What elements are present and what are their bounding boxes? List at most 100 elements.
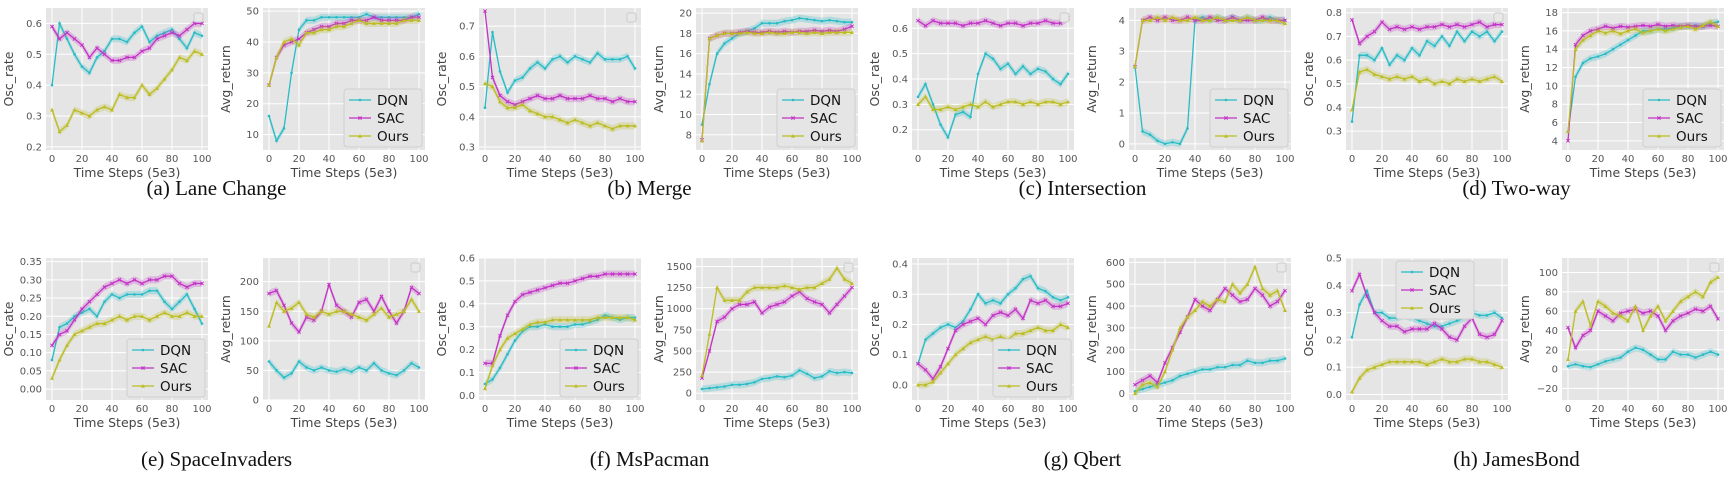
y-tick-label: 18 (679, 29, 692, 40)
data-point (117, 314, 122, 318)
data-point (850, 371, 854, 375)
y-axis-label: Osc_rate (1, 51, 16, 106)
data-point (1463, 39, 1466, 43)
data-point (1626, 318, 1630, 323)
data-point (850, 30, 854, 34)
data-point (1596, 299, 1600, 304)
data-point (95, 292, 99, 297)
x-tick-label: 100 (625, 154, 644, 165)
x-tick-label: 40 (1189, 404, 1202, 415)
data-point (1432, 81, 1437, 86)
data-point (1581, 61, 1585, 65)
data-point (1649, 353, 1652, 356)
data-point (991, 313, 995, 318)
data-point (1155, 15, 1160, 19)
data-point (1708, 19, 1713, 24)
data-point (200, 314, 204, 318)
data-point (1500, 316, 1504, 320)
x-tick-label: 20 (942, 404, 955, 415)
legend-entry-ours: Ours (349, 129, 409, 145)
data-point (133, 293, 136, 296)
data-point (1028, 298, 1033, 303)
data-point (1574, 362, 1577, 366)
data-point (1618, 24, 1623, 29)
data-point (327, 369, 331, 372)
data-point (50, 107, 54, 112)
data-point (961, 110, 965, 114)
x-tick-label: 60 (1002, 404, 1015, 415)
legend-box-empty (1276, 262, 1287, 273)
data-point (1208, 368, 1212, 371)
x-tick-label: 40 (323, 404, 336, 415)
y-axis-label: Osc_rate (1301, 51, 1316, 106)
data-point (923, 94, 928, 99)
confidence-band (918, 14, 1068, 30)
data-point (1029, 274, 1032, 278)
data-point (850, 20, 854, 24)
legend-marker (1410, 306, 1414, 310)
y-tick-label: 0.25 (20, 294, 42, 305)
data-point (1432, 321, 1437, 326)
x-tick-label: 0 (1132, 154, 1138, 165)
data-point (976, 104, 980, 109)
data-point (95, 107, 99, 112)
legend-entry-ours: Ours (1401, 301, 1461, 317)
data-point (1380, 311, 1384, 314)
data-point (931, 18, 935, 23)
data-point (342, 15, 346, 19)
x-tick-label: 0 (699, 154, 705, 165)
data-point (320, 366, 323, 369)
x-tick-label: 20 (293, 154, 306, 165)
data-point (1066, 325, 1070, 330)
data-point (334, 303, 339, 308)
legend-label: DQN (377, 93, 408, 109)
data-point (380, 369, 383, 372)
data-point (528, 67, 532, 70)
data-point (1671, 350, 1675, 354)
data-point (1462, 79, 1467, 83)
data-point (752, 285, 757, 290)
legend-marker (1410, 270, 1414, 274)
data-point (581, 323, 584, 326)
x-tick-label: 40 (539, 154, 552, 165)
legend-entry-sac: SAC (782, 111, 837, 127)
legend: DQN SAC Ours (343, 88, 423, 148)
legend-label: SAC (1026, 361, 1053, 377)
data-point (1425, 322, 1429, 325)
data-point (1387, 359, 1392, 364)
data-point (813, 376, 816, 380)
x-tick-label: 80 (1466, 154, 1479, 165)
data-point (267, 114, 271, 118)
data-point (820, 375, 824, 378)
data-point (1395, 359, 1399, 364)
data-point (1581, 33, 1585, 38)
data-point (312, 30, 316, 35)
y-tick-label: 0.5 (892, 49, 908, 60)
data-point (387, 372, 391, 375)
data-point (125, 281, 129, 286)
data-point (588, 317, 592, 322)
data-point (289, 36, 294, 41)
legend: DQN SAC Ours (992, 338, 1072, 398)
legend-box-empty (843, 262, 854, 273)
data-point (498, 347, 502, 352)
data-point (1440, 22, 1444, 27)
y-tick-label: 0.35 (20, 257, 42, 268)
y-tick-label: 30 (246, 68, 259, 79)
subplot-16: 0 20 40 60 80 100 −20 0 20 40 60 80 100 Time Steps (5… (1516, 250, 1732, 430)
x-tick-label: 40 (1622, 404, 1635, 415)
data-point (125, 55, 129, 60)
confidence-band (52, 47, 202, 136)
data-point (1403, 58, 1406, 62)
data-point (275, 139, 278, 143)
data-point (991, 298, 995, 302)
data-point (1388, 63, 1391, 67)
data-point (1148, 385, 1152, 389)
y-tick-label: 0.6 (892, 24, 908, 35)
data-point (72, 332, 77, 337)
data-point (513, 102, 517, 107)
data-point (1350, 335, 1354, 339)
y-tick-label: 40 (246, 37, 259, 48)
data-point (1021, 23, 1025, 28)
